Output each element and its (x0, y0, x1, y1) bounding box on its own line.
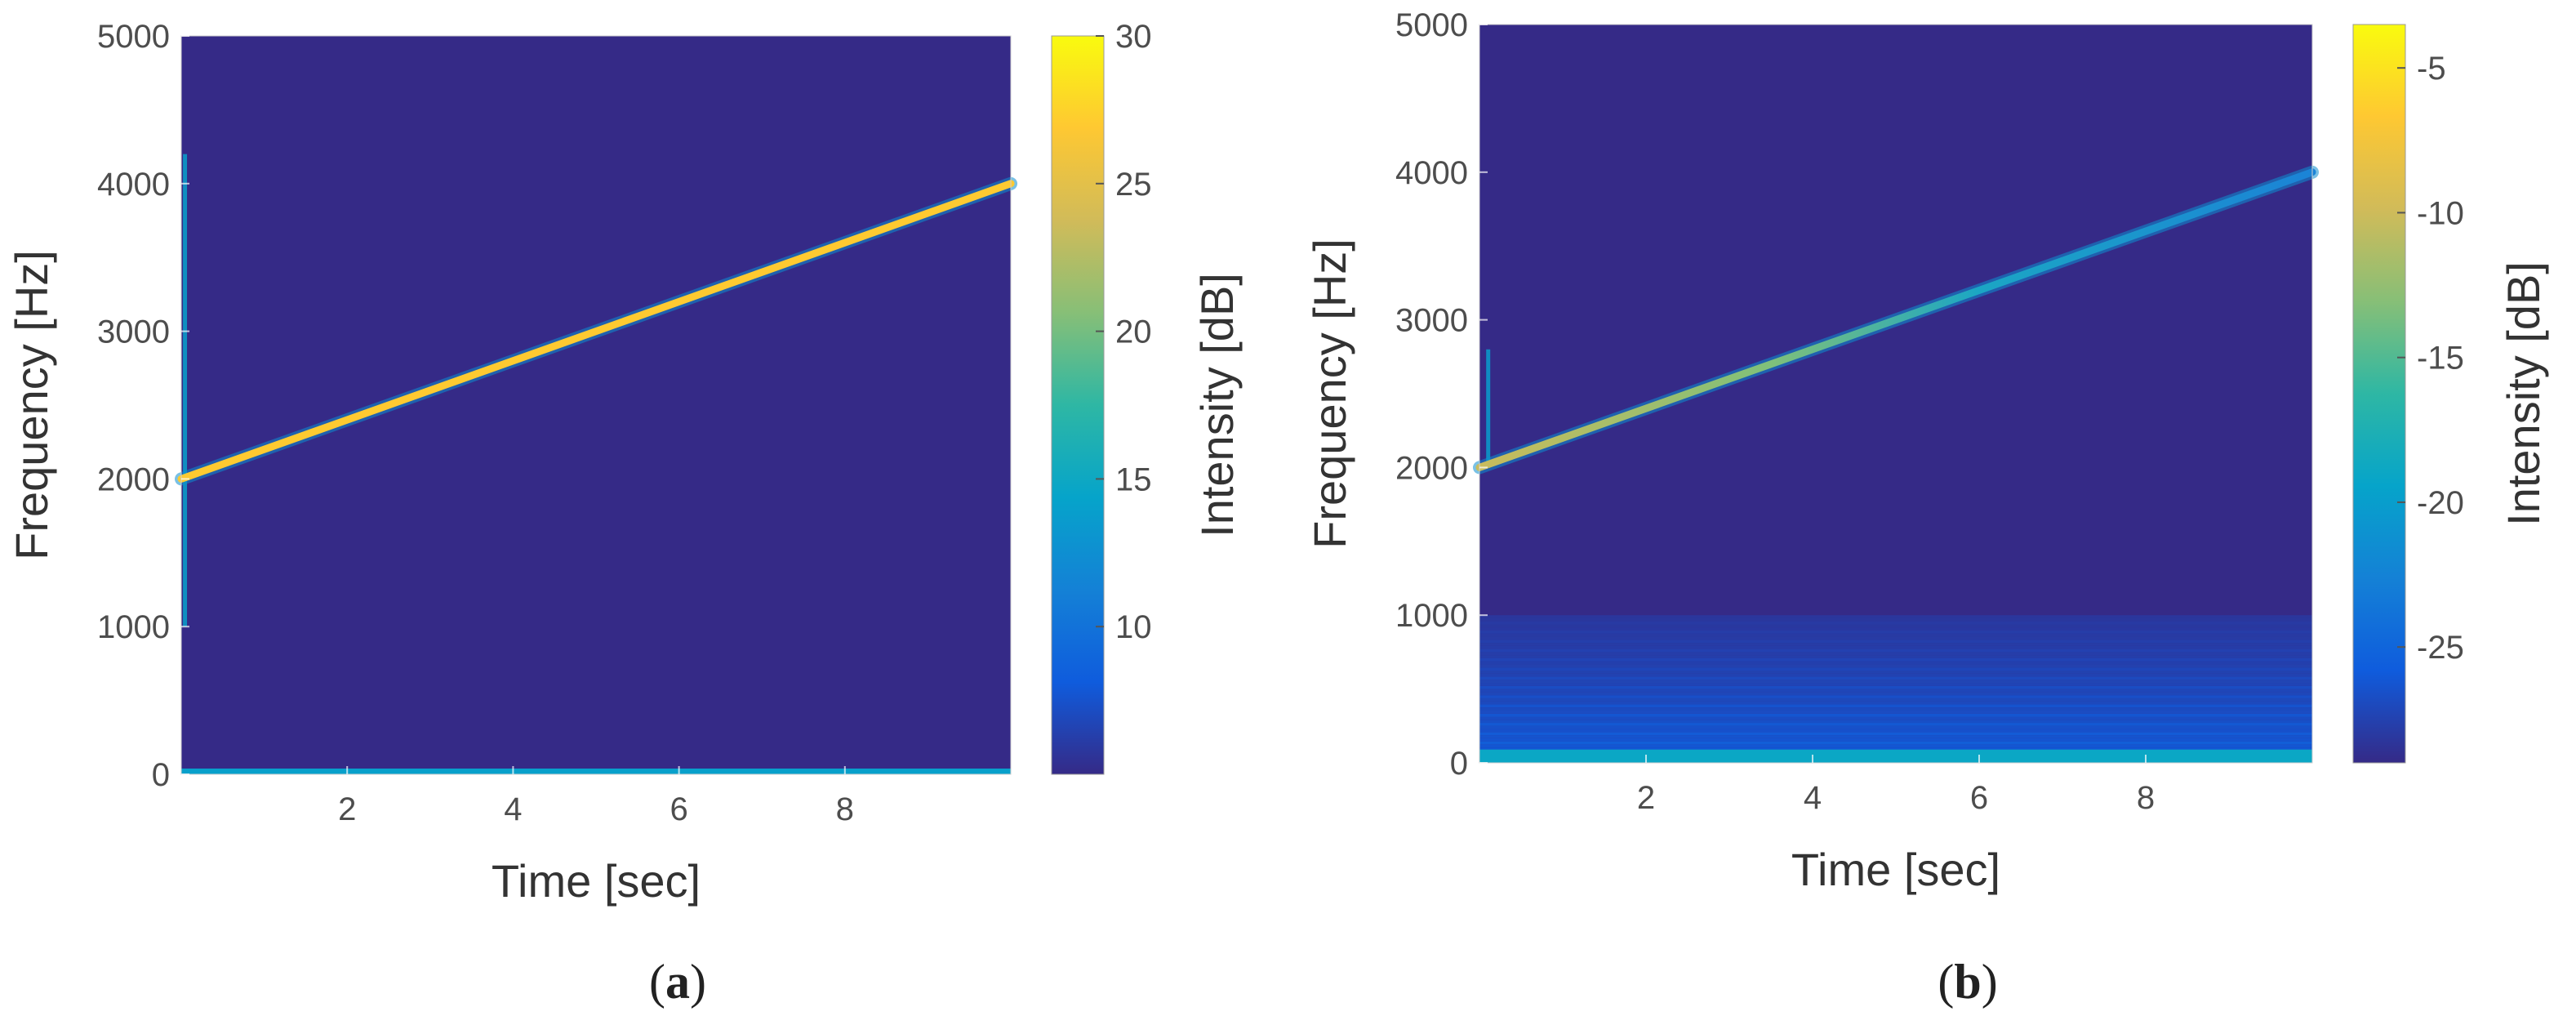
heatmap-features-a (175, 154, 1017, 774)
y-tick-label: 1000 (97, 609, 170, 645)
plot-frame-b (1479, 24, 2313, 764)
y-axis-label-a: Frequency [Hz] (6, 250, 57, 560)
y-axis-label-b: Frequency [Hz] (1304, 238, 1355, 549)
dc-line (181, 769, 1011, 774)
colorbar-b (2352, 24, 2406, 764)
y-tick-label: 1000 (1395, 598, 1468, 634)
colorbar-tick-label: -15 (2417, 341, 2464, 377)
colorbar-tick-label: -5 (2417, 51, 2446, 87)
panel-a: 2 4 6 8 0 1000 2000 3000 4000 5000 Time [sec] Fr… (6, 19, 1243, 1009)
colorbar-ticks-b: -25 -20 -15 -10 -5 (2397, 51, 2464, 666)
x-tick-label: 4 (504, 791, 522, 827)
colorbar-a (1051, 35, 1105, 775)
y-tick-label: 3000 (1395, 303, 1468, 339)
y-tick-label: 0 (1450, 746, 1468, 782)
y-tick-label: 0 (152, 757, 170, 793)
x-tick-label: 2 (1637, 780, 1655, 816)
x-tick-label: 4 (1804, 780, 1822, 816)
x-ticks-a: 2 4 6 8 (338, 766, 854, 827)
x-ticks-b: 2 4 6 8 (1637, 755, 2155, 816)
x-tick-label: 8 (836, 791, 854, 827)
y-tick-label: 2000 (1395, 450, 1468, 486)
colorbar-tick-label: 25 (1115, 167, 1152, 203)
colorbar-label-a: Intensity [dB] (1191, 273, 1243, 537)
y-tick-label: 3000 (97, 314, 170, 350)
x-tick-label: 2 (338, 791, 356, 827)
x-tick-label: 6 (1970, 780, 1988, 816)
colorbar-tick-label: 10 (1115, 609, 1152, 645)
x-axis-label-b: Time [sec] (1791, 844, 2000, 895)
y-tick-label: 4000 (97, 167, 170, 203)
x-axis-label-a: Time [sec] (492, 855, 701, 907)
y-tick-label: 4000 (1395, 155, 1468, 191)
heatmap-features-b (1473, 165, 2319, 763)
onset-transient (1486, 349, 1491, 468)
panel-label-a: (a) (649, 955, 706, 1009)
colorbar-label-b: Intensity [dB] (2498, 261, 2549, 526)
y-tick-label: 2000 (97, 461, 170, 497)
colorbar-tick-label: -10 (2417, 195, 2464, 231)
colorbar-tick-label: 30 (1115, 19, 1152, 55)
plot-frame-a (180, 35, 1012, 775)
y-tick-label: 5000 (1395, 7, 1468, 43)
colorbar-tick-label: 20 (1115, 314, 1152, 350)
low-freq-noise-band (1479, 615, 2312, 763)
y-ticks-b: 0 1000 2000 3000 4000 5000 (1395, 7, 1488, 782)
x-tick-label: 8 (2137, 780, 2155, 816)
colorbar-tick-label: 15 (1115, 461, 1152, 497)
chirp-line (177, 180, 1015, 483)
plot-area-a (181, 36, 1011, 774)
colorbar-ticks-a: 10 15 20 25 30 (1096, 19, 1152, 645)
y-tick-label: 5000 (97, 19, 170, 55)
onset-transient (183, 154, 188, 627)
chirp-line (1475, 168, 2316, 471)
colorbar-tick-label: -20 (2417, 485, 2464, 521)
panel-label-b: (b) (1938, 955, 1997, 1009)
colorbar-tick-label: -25 (2417, 630, 2464, 666)
x-tick-label: 6 (670, 791, 687, 827)
panel-b: 2 4 6 8 0 1000 2000 3000 4000 5000 Time [sec] Fr… (1304, 7, 2549, 1009)
y-ticks-a: 0 1000 2000 3000 4000 5000 (97, 19, 189, 793)
